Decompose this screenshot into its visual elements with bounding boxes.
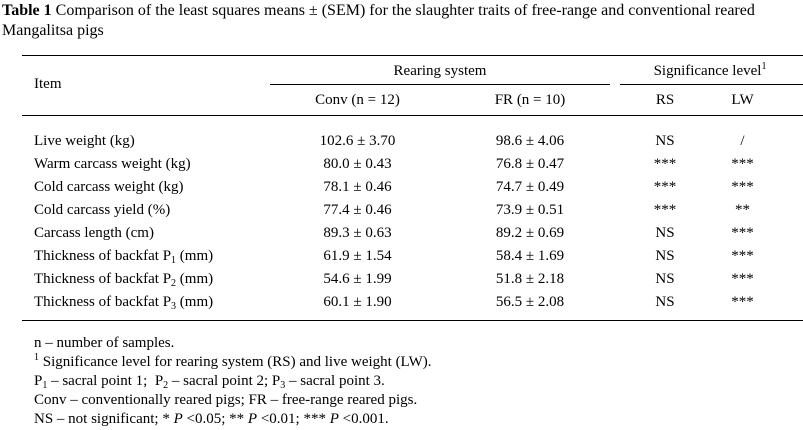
note-ns-a: NS – not significant; * [34,411,174,427]
note-p3: P [271,373,281,389]
row-conv-value: 77.4 ± 0.46 [323,202,392,218]
row-conv-value: 80.0 ± 0.43 [323,156,392,172]
rearing-system-rule [270,84,610,85]
header-significance: Significance level1 [620,62,800,80]
note-p2-sub: 2 [163,380,169,391]
row-fr-value: 56.5 ± 2.08 [495,294,565,310]
row-item-subscript: 2 [171,278,177,289]
row-item-label: Thickness of backfat P3 (mm) [34,293,214,312]
note-p1: P [34,373,43,389]
row-rs-value: NS [655,294,675,310]
row-fr-value: 51.8 ± 2.18 [495,271,565,287]
row-item-text: Live weight (kg) [34,133,135,149]
table-caption: Table 1 Comparison of the least squares … [2,1,798,41]
row-item-unit: (mm) [176,294,214,310]
row-item-text: Warm carcass weight (kg) [34,156,191,172]
row-item-text: Cold carcass weight (kg) [34,179,184,195]
note-ns-d: <0.001. [338,411,389,427]
row-rs-value: NS [655,248,675,264]
row-item-text: Thickness of backfat P [34,294,172,310]
row-fr-value: 74.7 ± 0.49 [495,179,565,195]
note-p3-sub: 3 [280,380,286,391]
row-lw-value: *** [731,271,754,287]
note-p1-text: – sacral point 1; [47,373,155,389]
note-ns-p3: P [329,411,339,427]
row-rs-value: *** [653,179,677,195]
row-rs-value: NS [655,271,675,287]
row-item-label: Live weight (kg) [34,132,135,150]
header-item: Item [34,76,62,92]
row-item-unit: (mm) [176,248,214,264]
row-lw-value: *** [731,225,754,241]
top-rule [22,55,803,56]
row-conv-value: 102.6 ± 3.70 [319,133,396,149]
note-ns-c: <0.01; *** [257,411,330,427]
header-rule [22,115,803,116]
note-ns-p1: P [173,411,183,427]
note-ns-p2: P [247,411,258,427]
header-conv: Conv (n = 12) [315,92,400,108]
row-lw-value: *** [731,179,754,195]
note-significance: 1 Significance level for rearing system … [34,353,432,371]
row-lw-value: ** [735,202,750,218]
header-rearing-system: Rearing system [393,63,487,79]
row-conv-value: 89.3 ± 0.63 [323,225,392,241]
row-conv-value: 60.1 ± 1.90 [323,294,392,310]
row-item-subscript: 1 [171,255,177,266]
row-item-label: Thickness of backfat P2 (mm) [34,270,214,289]
row-item-subscript: 3 [171,301,177,312]
row-conv-value: 78.1 ± 0.46 [323,179,392,195]
table-title: Comparison of the least squares means ± … [2,2,755,39]
row-item-label: Thickness of backfat P1 (mm) [34,247,214,266]
note-p3-text: – sacral point 3. [285,373,385,389]
row-item-text: Cold carcass yield (%) [34,202,171,218]
row-fr-value: 58.4 ± 1.69 [495,248,565,264]
row-item-text: Thickness of backfat P [34,271,172,287]
note-sacral-points: P1 – sacral point 1; P2 – sacral point 2… [34,372,385,391]
row-item-label: Cold carcass weight (kg) [34,178,184,196]
row-rs-value: *** [653,202,677,218]
note-p1-sub: 1 [42,380,48,391]
row-lw-value: / [740,133,745,149]
row-conv-value: 54.6 ± 1.99 [323,271,392,287]
row-item-text: Carcass length (cm) [34,225,154,241]
row-rs-value: NS [655,133,675,149]
table-label: Table 1 [2,2,52,19]
header-lw: LW [731,92,754,108]
row-item-label: Warm carcass weight (kg) [34,155,191,173]
row-item-unit: (mm) [176,271,214,287]
note-significance-text: Significance level for rearing system (R… [42,354,432,370]
row-rs-value: NS [655,225,675,241]
header-significance-sup: 1 [761,61,767,72]
note-n: n – number of samples. [34,335,175,351]
note-conv-fr: Conv – conventionally reared pigs; FR – … [34,392,418,408]
header-fr: FR (n = 10) [494,92,566,108]
note-ns: NS – not significant; * P <0.05; ** P <0… [34,410,389,428]
note-p2: P [154,373,164,389]
row-fr-value: 73.9 ± 0.51 [495,202,565,218]
header-significance-label: Significance level [653,63,762,79]
header-rs: RS [655,92,675,108]
row-item-label: Carcass length (cm) [34,224,154,242]
row-fr-value: 89.2 ± 0.69 [495,225,565,241]
row-item-text: Thickness of backfat P [34,248,172,264]
bottom-rule [22,320,803,321]
note-p2-text: – sacral point 2; [168,373,272,389]
row-lw-value: *** [731,156,754,172]
row-lw-value: *** [731,294,754,310]
row-lw-value: *** [731,248,754,264]
row-fr-value: 98.6 ± 4.06 [495,133,565,149]
row-item-label: Cold carcass yield (%) [34,201,170,219]
row-rs-value: *** [653,156,677,172]
note-significance-sup: 1 [34,352,39,363]
row-conv-value: 61.9 ± 1.54 [323,248,392,264]
note-ns-b: <0.05; ** [182,411,248,427]
significance-rule [620,84,803,85]
row-fr-value: 76.8 ± 0.47 [495,156,565,172]
